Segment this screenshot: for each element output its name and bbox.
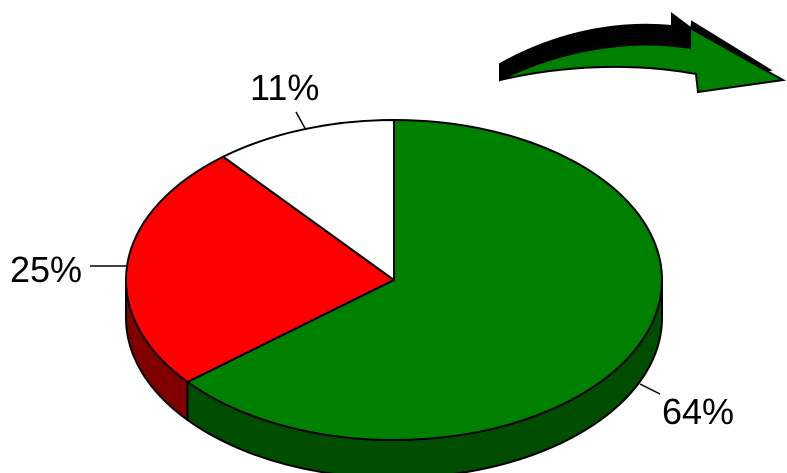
slice-label-25: 25%	[10, 249, 82, 290]
pie-slice-64	[186, 119, 663, 441]
slice-labels: 11% 25% 64%	[10, 67, 734, 432]
arrow-body	[499, 26, 787, 94]
slice-label-64: 64%	[662, 391, 734, 432]
leader-line-11	[295, 111, 307, 131]
curved-arrow-right-icon	[499, 12, 787, 94]
pie-slice-25	[125, 155, 395, 383]
slice-label-11: 11%	[250, 67, 319, 108]
pie-slice-11	[222, 119, 395, 281]
leader-line-64	[639, 383, 661, 395]
pie-group	[125, 119, 663, 473]
